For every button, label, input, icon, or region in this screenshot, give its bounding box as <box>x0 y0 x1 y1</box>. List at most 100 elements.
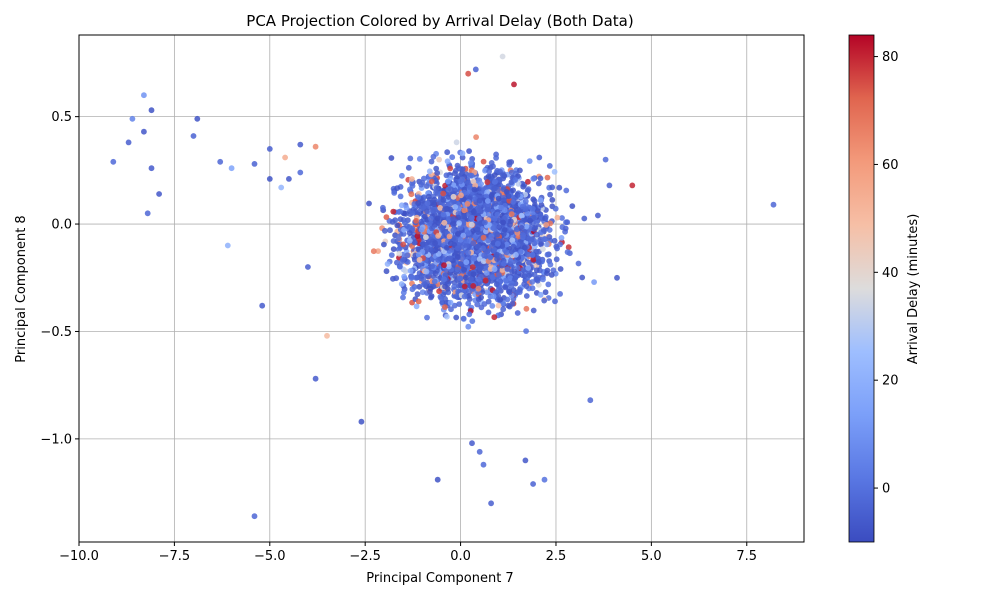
scatter-point <box>431 278 438 285</box>
scatter-point <box>454 254 461 260</box>
scatter-point <box>485 237 491 244</box>
scatter-point <box>540 227 547 233</box>
scatter-point <box>438 225 445 231</box>
scatter-point <box>554 245 560 252</box>
scatter-point <box>266 146 273 152</box>
scatter-point <box>525 265 532 271</box>
scatter-point <box>587 397 594 404</box>
scatter-point <box>424 314 430 321</box>
scatter-point <box>394 185 401 192</box>
scatter-point <box>446 255 453 262</box>
scatter-point <box>503 249 510 256</box>
scatter-point <box>523 305 530 312</box>
scatter-point <box>552 298 558 305</box>
scatter-point <box>397 216 404 223</box>
scatter-point <box>461 267 467 273</box>
scatter-point <box>478 294 484 301</box>
scatter-point <box>556 184 563 191</box>
scatter-point <box>465 70 472 77</box>
scatter-point <box>445 194 452 200</box>
scatter-point <box>552 205 559 212</box>
scatter-point <box>510 199 517 205</box>
scatter-point <box>456 301 463 307</box>
scatter-point <box>524 235 531 242</box>
scatter-point <box>501 260 507 267</box>
scatter-point <box>507 275 514 281</box>
scatter-point <box>520 232 527 239</box>
scatter-point <box>463 237 470 244</box>
scatter-point <box>409 176 415 182</box>
scatter-point <box>579 274 586 281</box>
scatter-point <box>498 204 504 211</box>
scatter-point <box>470 228 476 234</box>
scatter-point <box>480 258 487 265</box>
scatter-point <box>425 193 432 200</box>
scatter-point <box>402 268 409 275</box>
scatter-point <box>540 276 546 283</box>
scatter-point <box>508 248 515 255</box>
scatter-point <box>527 217 533 224</box>
scatter-point <box>491 247 498 253</box>
scatter-point <box>394 222 401 229</box>
scatter-point <box>455 214 462 221</box>
scatter-point <box>405 164 412 171</box>
scatter-point <box>563 187 570 194</box>
scatter-point <box>110 158 117 165</box>
scatter-point <box>460 232 467 239</box>
scatter-point <box>469 440 475 447</box>
scatter-point <box>388 252 395 258</box>
scatter-point <box>436 156 442 163</box>
scatter-point <box>217 158 224 165</box>
scatter-point <box>391 190 398 196</box>
scatter-point <box>530 205 536 212</box>
scatter-point <box>520 183 527 190</box>
scatter-point <box>370 248 377 255</box>
scatter-point <box>431 201 438 208</box>
scatter-point <box>493 251 500 258</box>
scatter-point <box>444 149 451 156</box>
scatter-point <box>517 287 523 293</box>
scatter-point <box>434 170 441 176</box>
scatter-point <box>487 254 494 261</box>
scatter-point <box>432 240 438 247</box>
scatter-point <box>324 332 330 339</box>
scatter-point <box>451 283 457 290</box>
colorbar-tick-label: 0 <box>882 482 890 497</box>
scatter-point <box>509 300 516 307</box>
scatter-point <box>460 315 467 322</box>
scatter-point <box>461 293 468 300</box>
scatter-point <box>492 178 498 185</box>
scatter-point <box>461 213 467 220</box>
scatter-point <box>366 200 372 207</box>
scatter-point <box>606 182 613 189</box>
scatter-point <box>449 154 456 161</box>
scatter-point <box>457 260 464 267</box>
y-axis-ticks: −1.0 −0.5 0.0 0.5 <box>40 110 79 447</box>
scatter-point <box>518 225 525 231</box>
scatter-point <box>447 165 454 172</box>
scatter-point <box>471 255 477 262</box>
scatter-point <box>770 201 777 208</box>
x-tick-label: −7.5 <box>159 549 191 564</box>
scatter-point <box>440 197 447 203</box>
chart-title: PCA Projection Colored by Arrival Delay … <box>246 12 633 30</box>
scatter-point <box>416 156 423 162</box>
scatter-point <box>471 186 478 193</box>
y-tick-label: 0.0 <box>51 218 72 233</box>
scatter-point <box>458 192 464 199</box>
scatter-point <box>521 281 528 287</box>
scatter-point <box>194 115 201 122</box>
scatter-point <box>496 286 502 293</box>
scatter-point <box>465 300 472 307</box>
scatter-point <box>414 291 421 298</box>
scatter-point <box>537 197 544 204</box>
scatter-point <box>407 155 414 162</box>
scatter-point <box>614 274 620 281</box>
scatter-point <box>499 53 506 60</box>
scatter-point <box>534 208 541 215</box>
scatter-point <box>486 168 492 175</box>
scatter-point <box>508 283 515 289</box>
scatter-point <box>452 204 459 210</box>
scatter-point <box>475 285 482 292</box>
y-axis-label: Principal Component 8 <box>14 215 29 362</box>
